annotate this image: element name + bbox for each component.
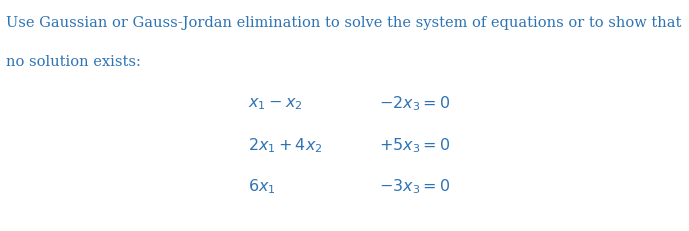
- Text: $6x_1$: $6x_1$: [248, 178, 276, 196]
- Text: $-2x_3 = 0$: $-2x_3 = 0$: [379, 95, 450, 113]
- Text: $+5x_3 = 0$: $+5x_3 = 0$: [379, 136, 450, 155]
- Text: no solution exists:: no solution exists:: [6, 55, 141, 70]
- Text: $-3x_3 = 0$: $-3x_3 = 0$: [379, 178, 450, 196]
- Text: $x_1 - x_2$: $x_1 - x_2$: [248, 95, 302, 112]
- Text: Use Gaussian or Gauss-Jordan elimination to solve the system of equations or to : Use Gaussian or Gauss-Jordan elimination…: [6, 16, 681, 30]
- Text: $2x_1 + 4x_2$: $2x_1 + 4x_2$: [248, 136, 322, 155]
